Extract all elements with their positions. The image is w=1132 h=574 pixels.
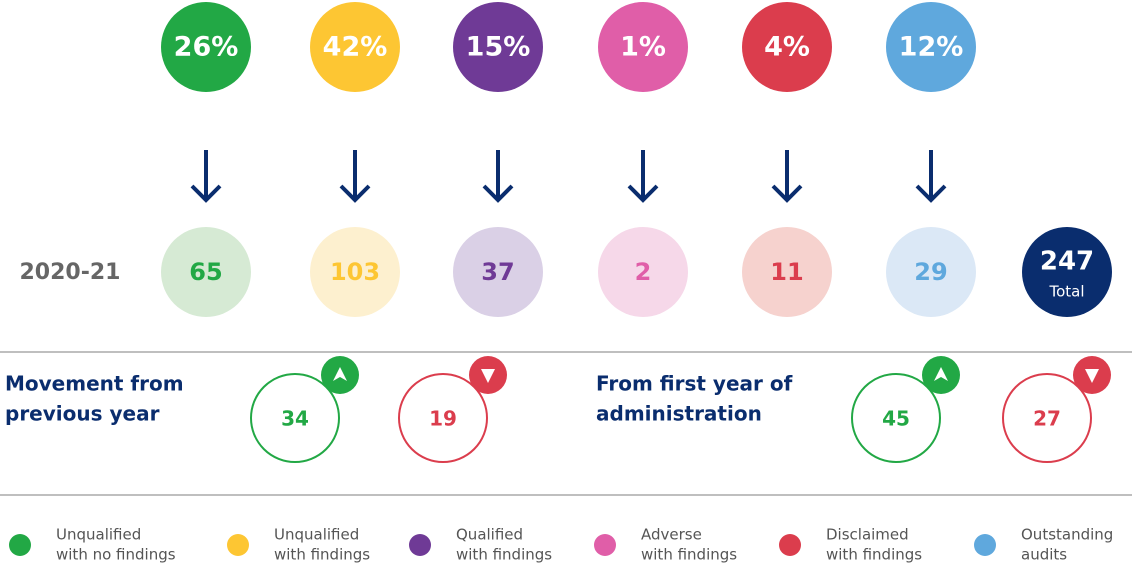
percent-circle — [886, 2, 976, 92]
legend-dot — [227, 534, 249, 556]
total-circle — [1022, 227, 1112, 317]
year-label: 2020-21 — [20, 260, 121, 285]
arrow — [627, 150, 659, 203]
movement-value: 19 — [429, 407, 457, 431]
movement-title: From first year of — [596, 372, 793, 396]
movement-arrow — [333, 367, 347, 381]
count-value: 2 — [635, 258, 652, 286]
movement-title: previous year — [5, 402, 160, 426]
movement-circle — [1002, 373, 1092, 463]
legend-label: with findings — [274, 546, 370, 564]
percent-value: 1% — [620, 32, 666, 63]
legend-dot — [779, 534, 801, 556]
percent-circle — [453, 2, 543, 92]
movement-value: 45 — [882, 407, 910, 431]
arrow — [771, 150, 803, 203]
percent-circle — [598, 2, 688, 92]
count-value: 29 — [914, 258, 947, 286]
arrow — [915, 150, 947, 203]
percent-value: 42% — [323, 32, 388, 63]
legend-label: with findings — [641, 546, 737, 564]
legend-label: with findings — [456, 546, 552, 564]
count-value: 103 — [330, 258, 380, 286]
legend-dot — [9, 534, 31, 556]
count-circle — [886, 227, 976, 317]
percent-value: 12% — [899, 32, 964, 63]
legend-label: Unqualified — [56, 526, 141, 544]
legend-dot — [974, 534, 996, 556]
legend-label: Disclaimed — [826, 526, 909, 544]
percent-value: 26% — [174, 32, 239, 63]
percent-circle — [310, 2, 400, 92]
arrow — [482, 150, 514, 203]
arrow — [339, 150, 371, 203]
movement-value: 27 — [1033, 407, 1061, 431]
count-value: 65 — [189, 258, 222, 286]
movement-arrow — [1085, 369, 1099, 383]
legend-dot — [409, 534, 431, 556]
count-circle — [310, 227, 400, 317]
count-circle — [453, 227, 543, 317]
movement-title: administration — [596, 402, 762, 426]
movement-circle — [250, 373, 340, 463]
count-value: 11 — [770, 258, 803, 286]
percent-circle — [742, 2, 832, 92]
count-circle — [598, 227, 688, 317]
movement-circle — [851, 373, 941, 463]
movement-arrow — [934, 367, 948, 381]
total-label: Total — [1048, 283, 1084, 301]
legend-label: Adverse — [641, 526, 702, 544]
percent-value: 4% — [764, 32, 810, 63]
legend-label: with no findings — [56, 546, 176, 564]
legend-label: audits — [1021, 546, 1067, 564]
total-value: 247 — [1040, 247, 1094, 277]
percent-circle — [161, 2, 251, 92]
movement-arrow — [481, 369, 495, 383]
legend-label: Unqualified — [274, 526, 359, 544]
arrow — [190, 150, 222, 203]
movement-circle — [398, 373, 488, 463]
count-circle — [742, 227, 832, 317]
count-circle — [161, 227, 251, 317]
legend-dot — [594, 534, 616, 556]
count-value: 37 — [481, 258, 514, 286]
movement-value: 34 — [281, 407, 309, 431]
legend-label: Outstanding — [1021, 526, 1113, 544]
legend-label: with findings — [826, 546, 922, 564]
movement-title: Movement from — [5, 372, 184, 396]
percent-value: 15% — [466, 32, 531, 63]
legend-label: Qualified — [456, 526, 523, 544]
